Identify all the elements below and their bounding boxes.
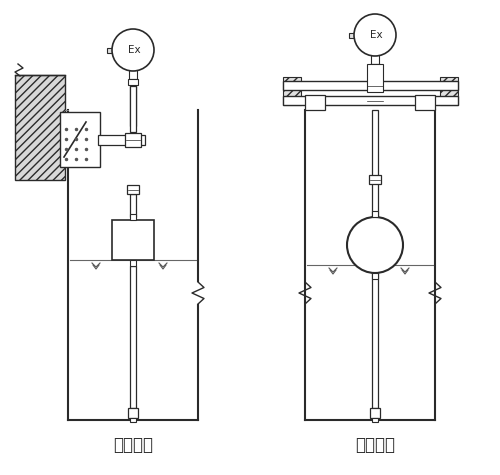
Bar <box>372 418 378 422</box>
Circle shape <box>354 14 396 56</box>
Bar <box>367 64 383 92</box>
Bar <box>371 55 379 64</box>
Bar <box>127 185 139 194</box>
Bar <box>130 214 136 220</box>
Bar <box>60 112 100 167</box>
Bar <box>130 85 136 126</box>
Bar <box>305 95 325 110</box>
Bar <box>372 110 378 408</box>
Bar <box>372 71 378 81</box>
Text: Ex: Ex <box>370 30 382 40</box>
Bar <box>15 75 65 180</box>
Bar <box>283 96 458 105</box>
Bar <box>130 194 136 217</box>
Text: 架装固定: 架装固定 <box>113 436 153 454</box>
Circle shape <box>112 29 154 71</box>
Bar <box>128 79 138 85</box>
Bar <box>370 64 380 70</box>
Circle shape <box>347 217 403 273</box>
Bar <box>283 81 458 90</box>
Bar <box>440 77 458 105</box>
Bar <box>349 33 355 38</box>
Bar <box>370 408 380 418</box>
Bar <box>98 135 145 145</box>
Bar <box>128 408 138 418</box>
Bar <box>129 70 137 79</box>
Bar <box>372 273 378 279</box>
Bar <box>130 260 136 266</box>
Bar <box>415 95 435 110</box>
Text: 法兰固定: 法兰固定 <box>355 436 395 454</box>
Bar <box>369 175 381 184</box>
Text: Ex: Ex <box>128 45 140 55</box>
Bar <box>372 211 378 217</box>
Bar <box>125 133 141 147</box>
Bar <box>130 418 136 422</box>
Bar <box>130 86 136 132</box>
Bar <box>283 77 301 105</box>
Bar <box>107 48 113 53</box>
Bar <box>112 220 154 260</box>
Bar <box>130 266 136 408</box>
